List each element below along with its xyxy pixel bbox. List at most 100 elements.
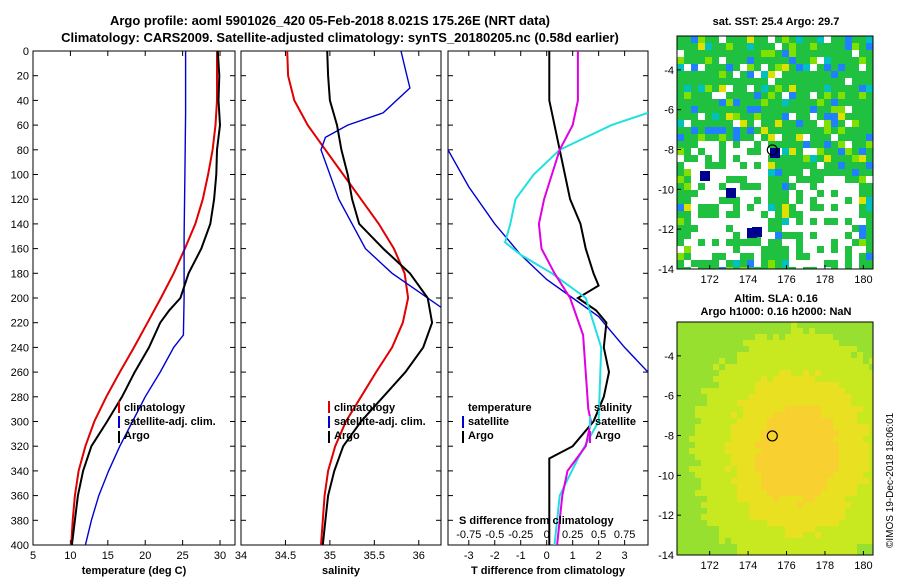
map-cell [701,322,707,328]
map-cell [810,239,817,246]
map-cell [775,197,782,204]
map-cell [713,448,719,454]
map-cell [713,352,719,358]
map-cell [863,448,869,454]
map-cell [796,204,803,211]
map-cell [785,424,791,430]
map-cell [695,340,701,346]
map-cell [791,478,797,484]
map-cell [719,478,725,484]
map-cell [743,328,749,334]
map-cell [719,454,725,460]
map-cell [827,454,833,460]
map-cell [857,550,863,555]
map-cell [857,502,863,508]
map-cell [810,169,817,176]
map-cell [810,106,817,113]
legend-climatology-label: climatology [124,402,186,414]
map-cell [684,183,691,190]
map-cell [733,204,740,211]
map-cell [831,190,838,197]
map-cell [845,544,851,550]
map-cell [698,43,705,50]
map-cell [866,99,873,106]
map-cell [785,442,791,448]
map-cell [767,550,773,555]
map-cell [761,211,768,218]
map-cell [803,169,810,176]
map-cell [691,85,698,92]
map-cell [789,78,796,85]
map-cell [733,197,740,204]
map-cell [815,364,821,370]
map-cell [731,526,737,532]
map-cell [698,197,705,204]
x-axis-label: temperature (deg C) [82,565,187,577]
map-cell [857,352,863,358]
map-cell [677,448,683,454]
map-cell [754,155,761,162]
map-cell [833,424,839,430]
map-cell [731,460,737,466]
map-cell [797,478,803,484]
map-cell [684,92,691,99]
map-cell [749,370,755,376]
map-cell [817,260,824,267]
map-cell [725,448,731,454]
map-cell [677,43,684,50]
map-cell [743,460,749,466]
map-cell [731,418,737,424]
map-cell [845,162,852,169]
map-x-tick-label: 174 [739,274,757,286]
map-cell [851,448,857,454]
map-cell [740,169,747,176]
map-cell [824,127,831,134]
map-cell [677,246,684,253]
map-cell [768,78,775,85]
map-cell [691,64,698,71]
map-cell [689,502,695,508]
map-cell [768,197,775,204]
map-cell [831,253,838,260]
map-cell [809,502,815,508]
sst-map: 172 174 176 178 180-4-6-8-10-12-14 [658,35,874,286]
map-cell [689,400,695,406]
map-cell [761,99,768,106]
map-cell [803,406,809,412]
map-cell [747,50,754,57]
map-cell [863,322,869,328]
map-cell [803,544,809,550]
map-cell [863,550,869,555]
map-cell [817,127,824,134]
map-cell [701,526,707,532]
map-cell [838,225,845,232]
map-cell [755,370,761,376]
map-cell [713,460,719,466]
map-cell [831,141,838,148]
map-cell [701,496,707,502]
map-cell [785,334,791,340]
map-cell [689,328,695,334]
map-cell [815,352,821,358]
map-cell [821,334,827,340]
map-cell [695,448,701,454]
map-cell [713,412,719,418]
map-cell [797,532,803,538]
map-cell [712,57,719,64]
map-cell [731,508,737,514]
map-cell [719,370,725,376]
map-cell [698,127,705,134]
map-cell [851,436,857,442]
map-cell [743,394,749,400]
map-cell [803,412,809,418]
map-cell [803,496,809,502]
map-cell [689,322,695,328]
map-cell [761,225,768,232]
map-cell [791,502,797,508]
map-cell [791,376,797,382]
map-cell [831,85,838,92]
map-cell [869,544,873,550]
map-cell [809,322,815,328]
map-field [677,36,873,269]
map-cell [845,352,851,358]
